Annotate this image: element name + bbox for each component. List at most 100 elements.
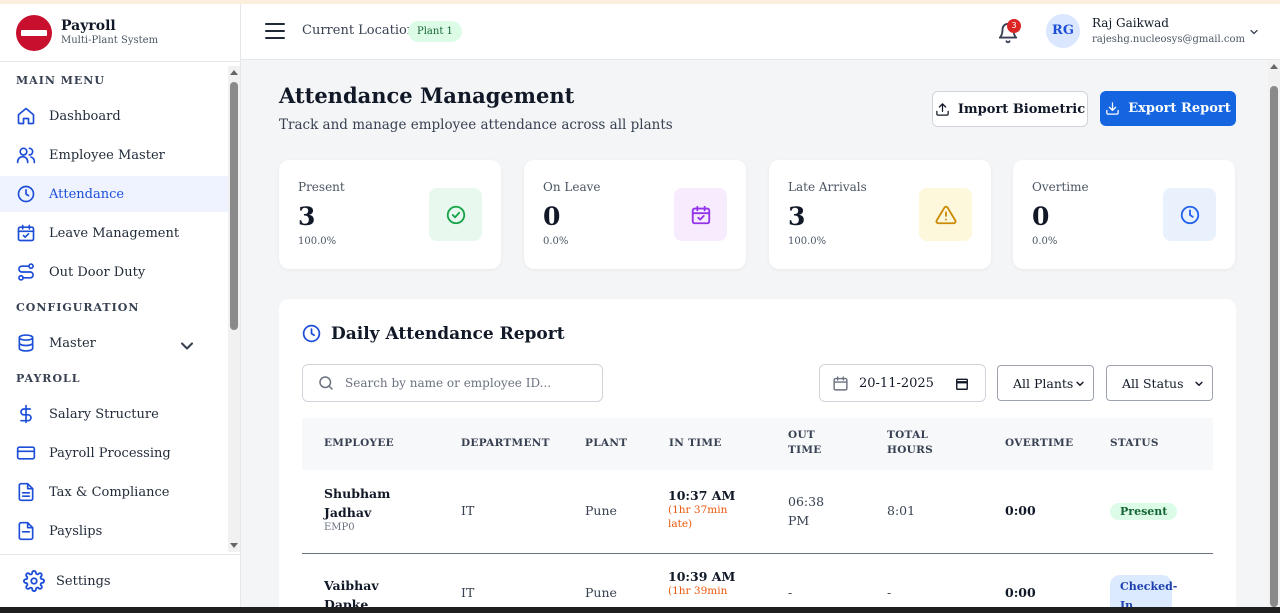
sidebar-item-dashboard[interactable]: Dashboard	[0, 98, 228, 134]
calendar-icon	[833, 375, 848, 391]
home-icon	[17, 107, 35, 125]
hamburger-menu-icon[interactable]	[265, 22, 285, 40]
stat-percent: 100.0%	[788, 236, 827, 247]
stat-label: Present	[298, 180, 345, 194]
status-filter-value: All Status	[1122, 375, 1184, 391]
sidebar-item-label: Out Door Duty	[49, 264, 146, 280]
sidebar-item-payroll-processing[interactable]: Payroll Processing	[0, 435, 228, 471]
sidebar-item-employee-master[interactable]: Employee Master	[0, 137, 228, 173]
stat-value: 0	[543, 202, 561, 231]
sidebar-item-label: Payroll Processing	[49, 445, 171, 461]
column-header-out-time: OUT TIME	[788, 429, 822, 456]
stat-icon-box	[919, 188, 972, 241]
stat-value: 3	[788, 202, 806, 231]
status-filter-select[interactable]: All Status	[1106, 365, 1213, 401]
chevron-down-icon[interactable]	[177, 336, 197, 356]
total-hours-cell: -	[887, 585, 892, 600]
location-badge[interactable]: Plant 1	[408, 21, 462, 42]
stat-percent: 100.0%	[298, 236, 337, 247]
sidebar-item-settings[interactable]: Settings	[0, 554, 241, 607]
clock-icon	[17, 185, 35, 203]
stat-card-on-leave: On Leave 0 0.0%	[524, 160, 746, 269]
notification-count-badge: 3	[1007, 19, 1021, 33]
column-header-in-time: IN TIME	[669, 437, 722, 449]
stat-icon-box	[429, 188, 482, 241]
plant-cell: Pune	[585, 585, 617, 600]
scroll-down-arrow-icon[interactable]	[230, 543, 238, 548]
status-badge: Checked-In	[1110, 575, 1177, 613]
daily-attendance-report: Daily Attendance Report Search by name o…	[279, 299, 1236, 613]
table-row[interactable]: Vaibhav Dapke EMP001 IT Pune 10:39 AM (1…	[302, 555, 1213, 613]
upload-icon	[936, 102, 949, 116]
top-accent-line	[0, 0, 1280, 4]
stat-icon-box	[1163, 188, 1216, 241]
dollar-icon	[20, 404, 32, 424]
main-scrollbar[interactable]	[1268, 60, 1280, 607]
sidebar-item-master[interactable]: Master	[0, 325, 228, 361]
column-header-department: DEPARTMENT	[461, 437, 550, 449]
document-icon	[18, 521, 34, 541]
clock-icon	[302, 324, 321, 343]
late-note: (1hr 37min late)	[668, 504, 728, 530]
page-subtitle: Track and manage employee attendance acr…	[279, 117, 673, 133]
late-note: (1hr 39min	[668, 585, 728, 597]
column-header-plant: PLANT	[585, 437, 628, 449]
stat-value: 3	[298, 202, 316, 231]
sidebar-item-label: Leave Management	[49, 225, 180, 241]
department-cell: IT	[461, 503, 475, 518]
import-biometric-button[interactable]: Import Biometric	[932, 91, 1088, 127]
scroll-thumb[interactable]	[230, 82, 238, 330]
card-icon	[16, 446, 36, 460]
table-row[interactable]: Shubham Jadhav EMP0 IT Pune 10:37 AM (1h…	[302, 470, 1213, 554]
section-payroll: PAYROLL	[16, 372, 81, 385]
search-input[interactable]: Search by name or employee ID...	[302, 364, 603, 402]
plant-cell: Pune	[585, 503, 617, 518]
stat-card-present: Present 3 100.0%	[279, 160, 501, 269]
avatar[interactable]: RG	[1046, 14, 1080, 48]
sidebar-item-salary-structure[interactable]: Salary Structure	[0, 396, 228, 432]
sidebar-item-tax-compliance[interactable]: Tax & Compliance	[0, 474, 228, 510]
search-icon	[319, 376, 333, 390]
date-picker-icon[interactable]	[955, 377, 969, 391]
sidebar-item-leave-management[interactable]: Leave Management	[0, 215, 228, 251]
in-time-value: 10:39 AM	[668, 569, 736, 584]
stat-percent: 0.0%	[543, 236, 569, 247]
sidebar-item-label: Employee Master	[49, 147, 165, 163]
current-location-label: Current Location:	[302, 23, 420, 38]
scroll-thumb[interactable]	[1270, 86, 1278, 607]
users-icon	[16, 147, 36, 164]
settings-label: Settings	[56, 573, 111, 589]
export-report-label: Export Report	[1128, 101, 1231, 116]
department-cell: IT	[461, 585, 475, 600]
brand: Payroll Multi-Plant System	[0, 4, 240, 62]
sidebar-item-label: Tax & Compliance	[49, 484, 170, 500]
gear-icon	[23, 570, 45, 592]
scroll-up-arrow-icon[interactable]	[230, 70, 238, 75]
scroll-up-arrow-icon[interactable]	[1270, 64, 1278, 69]
sidebar-item-label: Attendance	[49, 186, 125, 202]
sidebar-nav: MAIN MENU Dashboard Employee Master Atte…	[0, 66, 228, 552]
sidebar-item-label: Dashboard	[49, 108, 121, 124]
sidebar-scrollbar[interactable]	[228, 66, 240, 552]
overtime-cell: 0:00	[1005, 585, 1036, 600]
plant-filter-value: All Plants	[1013, 375, 1074, 391]
out-time-cell: 06:38 PM	[788, 494, 825, 528]
overtime-cell: 0:00	[1005, 503, 1036, 518]
sidebar-item-label: Master	[49, 335, 96, 351]
calendar-check-icon	[691, 205, 710, 224]
date-input[interactable]: 20-11-2025	[819, 364, 986, 402]
os-taskbar	[0, 607, 1280, 613]
sidebar-item-payslips[interactable]: Payslips	[0, 513, 228, 549]
sidebar-item-attendance[interactable]: Attendance	[0, 176, 228, 212]
warning-icon	[935, 205, 956, 224]
export-report-button[interactable]: Export Report	[1100, 91, 1236, 126]
plant-filter-select[interactable]: All Plants	[997, 365, 1094, 401]
top-header: Current Location: Plant 1 3 RG Raj Gaikw…	[241, 4, 1280, 60]
total-hours-cell: 8:01	[887, 503, 916, 518]
sidebar-item-out-door-duty[interactable]: Out Door Duty	[0, 254, 228, 290]
stat-label: On Leave	[543, 180, 601, 194]
status-badge: Present	[1110, 503, 1178, 520]
chevron-down-icon[interactable]	[1248, 26, 1260, 38]
stat-icon-box	[674, 188, 727, 241]
brand-title: Payroll	[61, 18, 116, 34]
